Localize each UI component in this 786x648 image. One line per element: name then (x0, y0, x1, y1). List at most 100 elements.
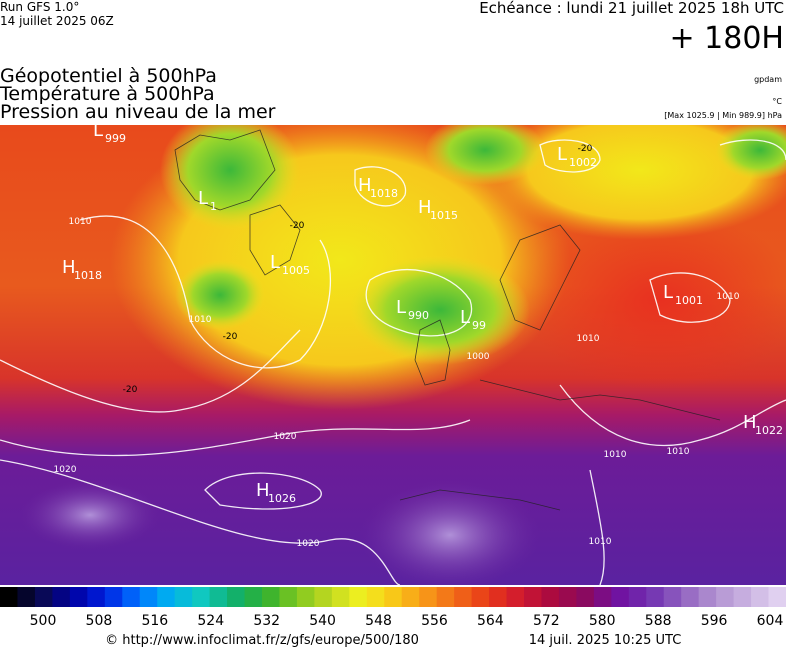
colorbar-cell (541, 587, 560, 607)
colorbar-tick-label: 508 (86, 613, 113, 629)
isobar-label: 1020 (54, 465, 77, 475)
pressure-center-type: L (557, 144, 567, 165)
footer-generated: 14 juil. 2025 10:25 UTC (529, 633, 682, 648)
isobar-label: 1010 (69, 217, 92, 227)
colorbar-cell (454, 587, 473, 607)
colorbar-cell (192, 587, 211, 607)
pressure-center-type: L (93, 120, 103, 141)
colorbar-tick-label: 572 (533, 613, 560, 629)
colorbar-cell (279, 587, 298, 607)
layer-title: Pression au niveau de la mer (0, 101, 276, 123)
colorbar-cell (436, 587, 455, 607)
colorbar-cell (698, 587, 717, 607)
isobar-label: 1020 (274, 432, 297, 442)
colorbar-cell (17, 587, 36, 607)
colorbar-cell (768, 587, 786, 607)
map (0, 125, 786, 585)
colorbar-tick-label: 580 (589, 613, 616, 629)
unit: [Max 1025.9 | Min 989.9] hPa (664, 111, 782, 120)
isobar-label: 1010 (589, 537, 612, 547)
colorbar-cell (524, 587, 542, 607)
colorbar-cell (174, 587, 193, 607)
pressure-center-type: H (62, 257, 76, 278)
colorbar-cell (349, 587, 368, 607)
colorbar-cell (34, 587, 53, 607)
colorbar-cell (576, 587, 595, 607)
colorbar-cell (227, 587, 246, 607)
colorbar-cell (314, 587, 333, 607)
isotherm-label: -20 (290, 221, 305, 231)
pressure-center-value: 1 (210, 200, 217, 213)
pressure-center-value: 1026 (268, 492, 296, 505)
colorbar-cell (593, 587, 612, 607)
layer-title: Géopotentiel à 500hPa (0, 65, 217, 87)
colorbar-cell (716, 587, 735, 607)
layer-title: Température à 500hPa (0, 83, 215, 105)
colorbar-cell (471, 587, 490, 607)
colorbar-cell (296, 587, 315, 607)
colorbar-cell (628, 587, 647, 607)
pressure-center-value: 999 (105, 132, 126, 145)
isotherm-label: -20 (123, 385, 138, 395)
colorbar-cell (506, 587, 525, 607)
pressure-center-value: 1018 (74, 269, 102, 282)
colorbar-cell (209, 587, 228, 607)
colorbar-tick-label: 540 (309, 613, 336, 629)
colorbar-cell (69, 587, 88, 607)
colorbar-tick-label: 524 (197, 613, 224, 629)
colorbar-cell (139, 587, 158, 607)
colorbar-tick-label: 548 (365, 613, 392, 629)
echeance: Echéance : lundi 21 juillet 2025 18h UTC (479, 0, 784, 17)
isobar-label: 1000 (467, 352, 490, 362)
pressure-center-value: 990 (408, 309, 429, 322)
pressure-center-type: H (743, 412, 757, 433)
colorbar-cell (733, 587, 752, 607)
pressure-center-type: H (256, 480, 270, 501)
pressure-center-type: L (460, 307, 470, 328)
pressure-center-value: 1002 (569, 156, 597, 169)
isotherm-label: -20 (223, 332, 238, 342)
unit: °C (772, 97, 782, 106)
pressure-center-type: H (358, 175, 372, 196)
colorbar-tick-label: 500 (30, 613, 57, 629)
colorbar-cell (331, 587, 350, 607)
colorbar-tick-label: 588 (645, 613, 672, 629)
colorbar-cell (52, 587, 71, 607)
pressure-center-type: L (396, 297, 406, 318)
colorbar-cell (87, 587, 106, 607)
colorbar-tick-label: 604 (757, 613, 784, 629)
run: Run GFS 1.0° (0, 0, 79, 14)
isobar-label: 1010 (189, 315, 212, 325)
colorbar-tick-label: 532 (253, 613, 280, 629)
colorbar-cell (489, 587, 508, 607)
colorbar-cell (681, 587, 700, 607)
isobar-label: 1020 (297, 539, 320, 549)
colorbar-tick-label: 596 (701, 613, 728, 629)
unit: gpdam (754, 75, 782, 84)
pressure-center-value: 1022 (755, 424, 783, 437)
isobar-label: 1010 (717, 292, 740, 302)
colorbar-cell (646, 587, 665, 607)
pressure-center-value: 1005 (282, 264, 310, 277)
pressure-center-value: 1015 (430, 209, 458, 222)
colorbar-tick-label: 564 (477, 613, 504, 629)
pressure-center-type: H (418, 197, 432, 218)
pressure-center-type: L (270, 252, 280, 273)
isotherm-label: -20 (578, 144, 593, 154)
colorbar-cell (0, 587, 18, 607)
colorbar-tick-label: 556 (421, 613, 448, 629)
colorbar-cell (104, 587, 123, 607)
colorbar-cell (244, 587, 263, 607)
pressure-center-type: L (198, 188, 208, 209)
colorbar-cell (122, 587, 141, 607)
colorbar-cell (366, 587, 385, 607)
colorbar-cell (419, 587, 438, 607)
colorbar-cell (401, 587, 420, 607)
footer-url: © http://www.infoclimat.fr/z/gfs/europe/… (105, 633, 419, 648)
pressure-center-value: 1018 (370, 187, 398, 200)
isobar-label: 1010 (577, 334, 600, 344)
colorbar-cell (157, 587, 176, 607)
isobar-label: 1010 (667, 447, 690, 457)
isobar-label: 1010 (604, 450, 627, 460)
